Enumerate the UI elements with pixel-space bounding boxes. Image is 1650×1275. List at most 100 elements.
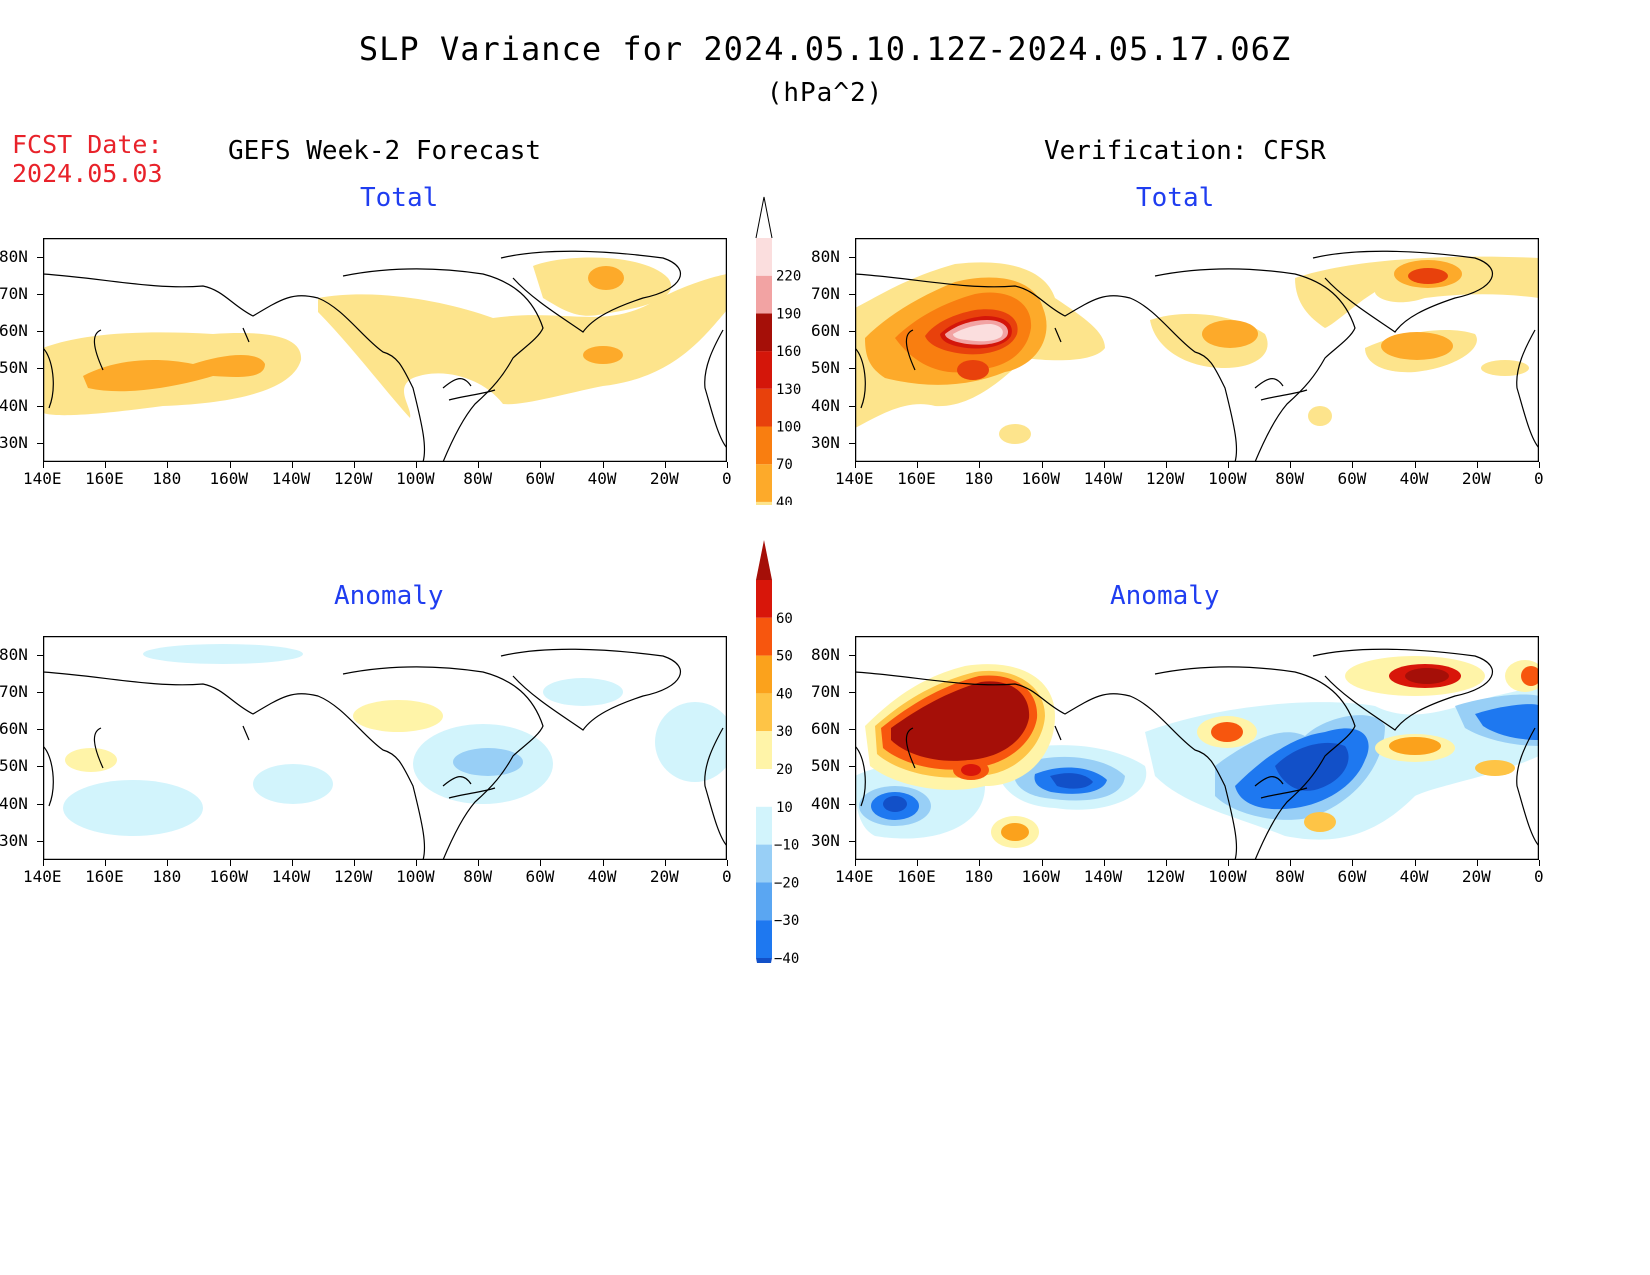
lat-tick: [849, 331, 855, 332]
coastlines: [855, 648, 1539, 860]
lon-tick: [1165, 462, 1167, 468]
lon-tick: [855, 860, 856, 866]
lon-tick-label: 80W: [1275, 469, 1305, 488]
units-label: (hPa^2): [766, 78, 884, 108]
contour-minus40: [1275, 742, 1349, 791]
colorbar-swatch: [756, 806, 772, 845]
contour-minus20: [453, 748, 523, 776]
contour-plus40: [1211, 722, 1243, 742]
lon-tick-label: 20W: [1461, 867, 1491, 886]
contour-plus20: [1304, 812, 1336, 832]
lon-tick-label: 120W: [1145, 867, 1185, 886]
forecast-anomaly-map: [43, 636, 727, 860]
colorbar-swatch: [756, 313, 772, 352]
lon-tick-label: 140W: [1083, 867, 1123, 886]
lat-tick-label: 30N: [811, 831, 840, 850]
colorbar-top-tip: [755, 196, 773, 239]
right-column-title: Verification: CFSR: [1044, 136, 1326, 166]
lat-tick-label: 40N: [811, 396, 840, 415]
lon-tick: [105, 462, 107, 468]
lon-tick-label: 0: [722, 469, 732, 488]
lon-tick: [1476, 860, 1478, 866]
colorbar-level-label: 220: [776, 269, 801, 285]
lon-tick: [1103, 860, 1105, 866]
lon-tick: [1352, 462, 1354, 468]
lat-tick: [849, 692, 855, 693]
lon-tick: [855, 462, 856, 468]
lat-tick: [849, 766, 855, 767]
colorbar-top-cap: [756, 540, 772, 580]
lon-tick: [353, 462, 355, 468]
colorbar-level-label: 40: [776, 495, 793, 505]
contour-70: [1381, 332, 1453, 360]
lat-tick-label: 50N: [811, 756, 840, 775]
lon-tick: [602, 462, 604, 468]
lat-tick: [37, 257, 43, 258]
lat-tick: [37, 804, 43, 805]
lon-tick-label: 60W: [525, 867, 555, 886]
contour-minus10: [143, 644, 303, 664]
contour-plus20: [1475, 760, 1515, 776]
coastlines: [855, 250, 1539, 462]
lat-tick-label: 70N: [0, 682, 28, 701]
lat-tick-label: 50N: [811, 358, 840, 377]
lon-tick-label: 120W: [333, 469, 373, 488]
lon-tick-label: 140E: [23, 867, 62, 886]
colorbar-level-label: 10: [776, 800, 793, 816]
lat-tick-label: 50N: [0, 756, 28, 775]
lat-tick-label: 30N: [811, 433, 840, 452]
panel-title-verification-anomaly: Anomaly: [1110, 581, 1220, 611]
lon-tick-label: 80W: [463, 469, 493, 488]
lat-tick-label: 80N: [811, 247, 840, 266]
lon-tick-label: 140W: [271, 469, 311, 488]
lon-tick: [229, 860, 231, 866]
contour-40: [1308, 406, 1332, 426]
panel-title-verification-total: Total: [1136, 183, 1215, 213]
lon-tick-label: 160W: [1021, 469, 1061, 488]
colorbar-swatch: [756, 769, 772, 807]
lon-tick: [229, 462, 231, 468]
contour-minus10: [543, 678, 623, 706]
lat-tick-label: 60N: [0, 321, 28, 340]
lat-tick: [37, 841, 43, 842]
contour-plus10: [353, 700, 443, 732]
lat-tick: [37, 331, 43, 332]
colorbar-level-label: 130: [776, 382, 801, 398]
lon-tick: [602, 860, 604, 866]
lon-tick: [353, 860, 355, 866]
lat-tick-label: 60N: [811, 719, 840, 738]
colorbar-level-label: 60: [776, 611, 793, 627]
lon-tick-label: 40W: [1399, 867, 1429, 886]
colorbar-level-label: 40: [776, 686, 793, 702]
left-column-title: GEFS Week-2 Forecast: [228, 136, 542, 166]
lat-tick-label: 30N: [0, 831, 28, 850]
lon-tick: [1041, 860, 1043, 866]
lon-tick-label: 60W: [525, 469, 555, 488]
lon-tick: [105, 860, 107, 866]
lon-tick-label: 60W: [1337, 469, 1367, 488]
lat-tick-label: 70N: [811, 682, 840, 701]
lon-tick-label: 100W: [1208, 469, 1247, 488]
lat-tick-label: 50N: [0, 358, 28, 377]
contour-130: [957, 360, 989, 380]
lon-tick: [540, 462, 542, 468]
colorbar-swatch: [756, 731, 772, 769]
contour-minus30: [1475, 704, 1539, 740]
lon-tick: [1103, 462, 1105, 468]
colorbar-swatch: [756, 617, 772, 656]
lon-tick: [167, 860, 169, 866]
lat-tick-label: 40N: [811, 794, 840, 813]
contour-220: [953, 324, 1003, 342]
lat-tick: [37, 692, 43, 693]
contour-plus60: [891, 681, 1030, 761]
lon-tick: [979, 860, 981, 866]
contour-minus10: [655, 702, 727, 782]
lon-tick-label: 140E: [835, 867, 874, 886]
panel-title-forecast-total: Total: [360, 183, 439, 213]
lat-tick: [849, 257, 855, 258]
colorbar-swatch: [756, 920, 772, 958]
lon-tick: [1290, 860, 1292, 866]
lat-tick: [849, 804, 855, 805]
lat-tick: [37, 443, 43, 444]
panel-title-forecast-anomaly: Anomaly: [334, 581, 444, 611]
